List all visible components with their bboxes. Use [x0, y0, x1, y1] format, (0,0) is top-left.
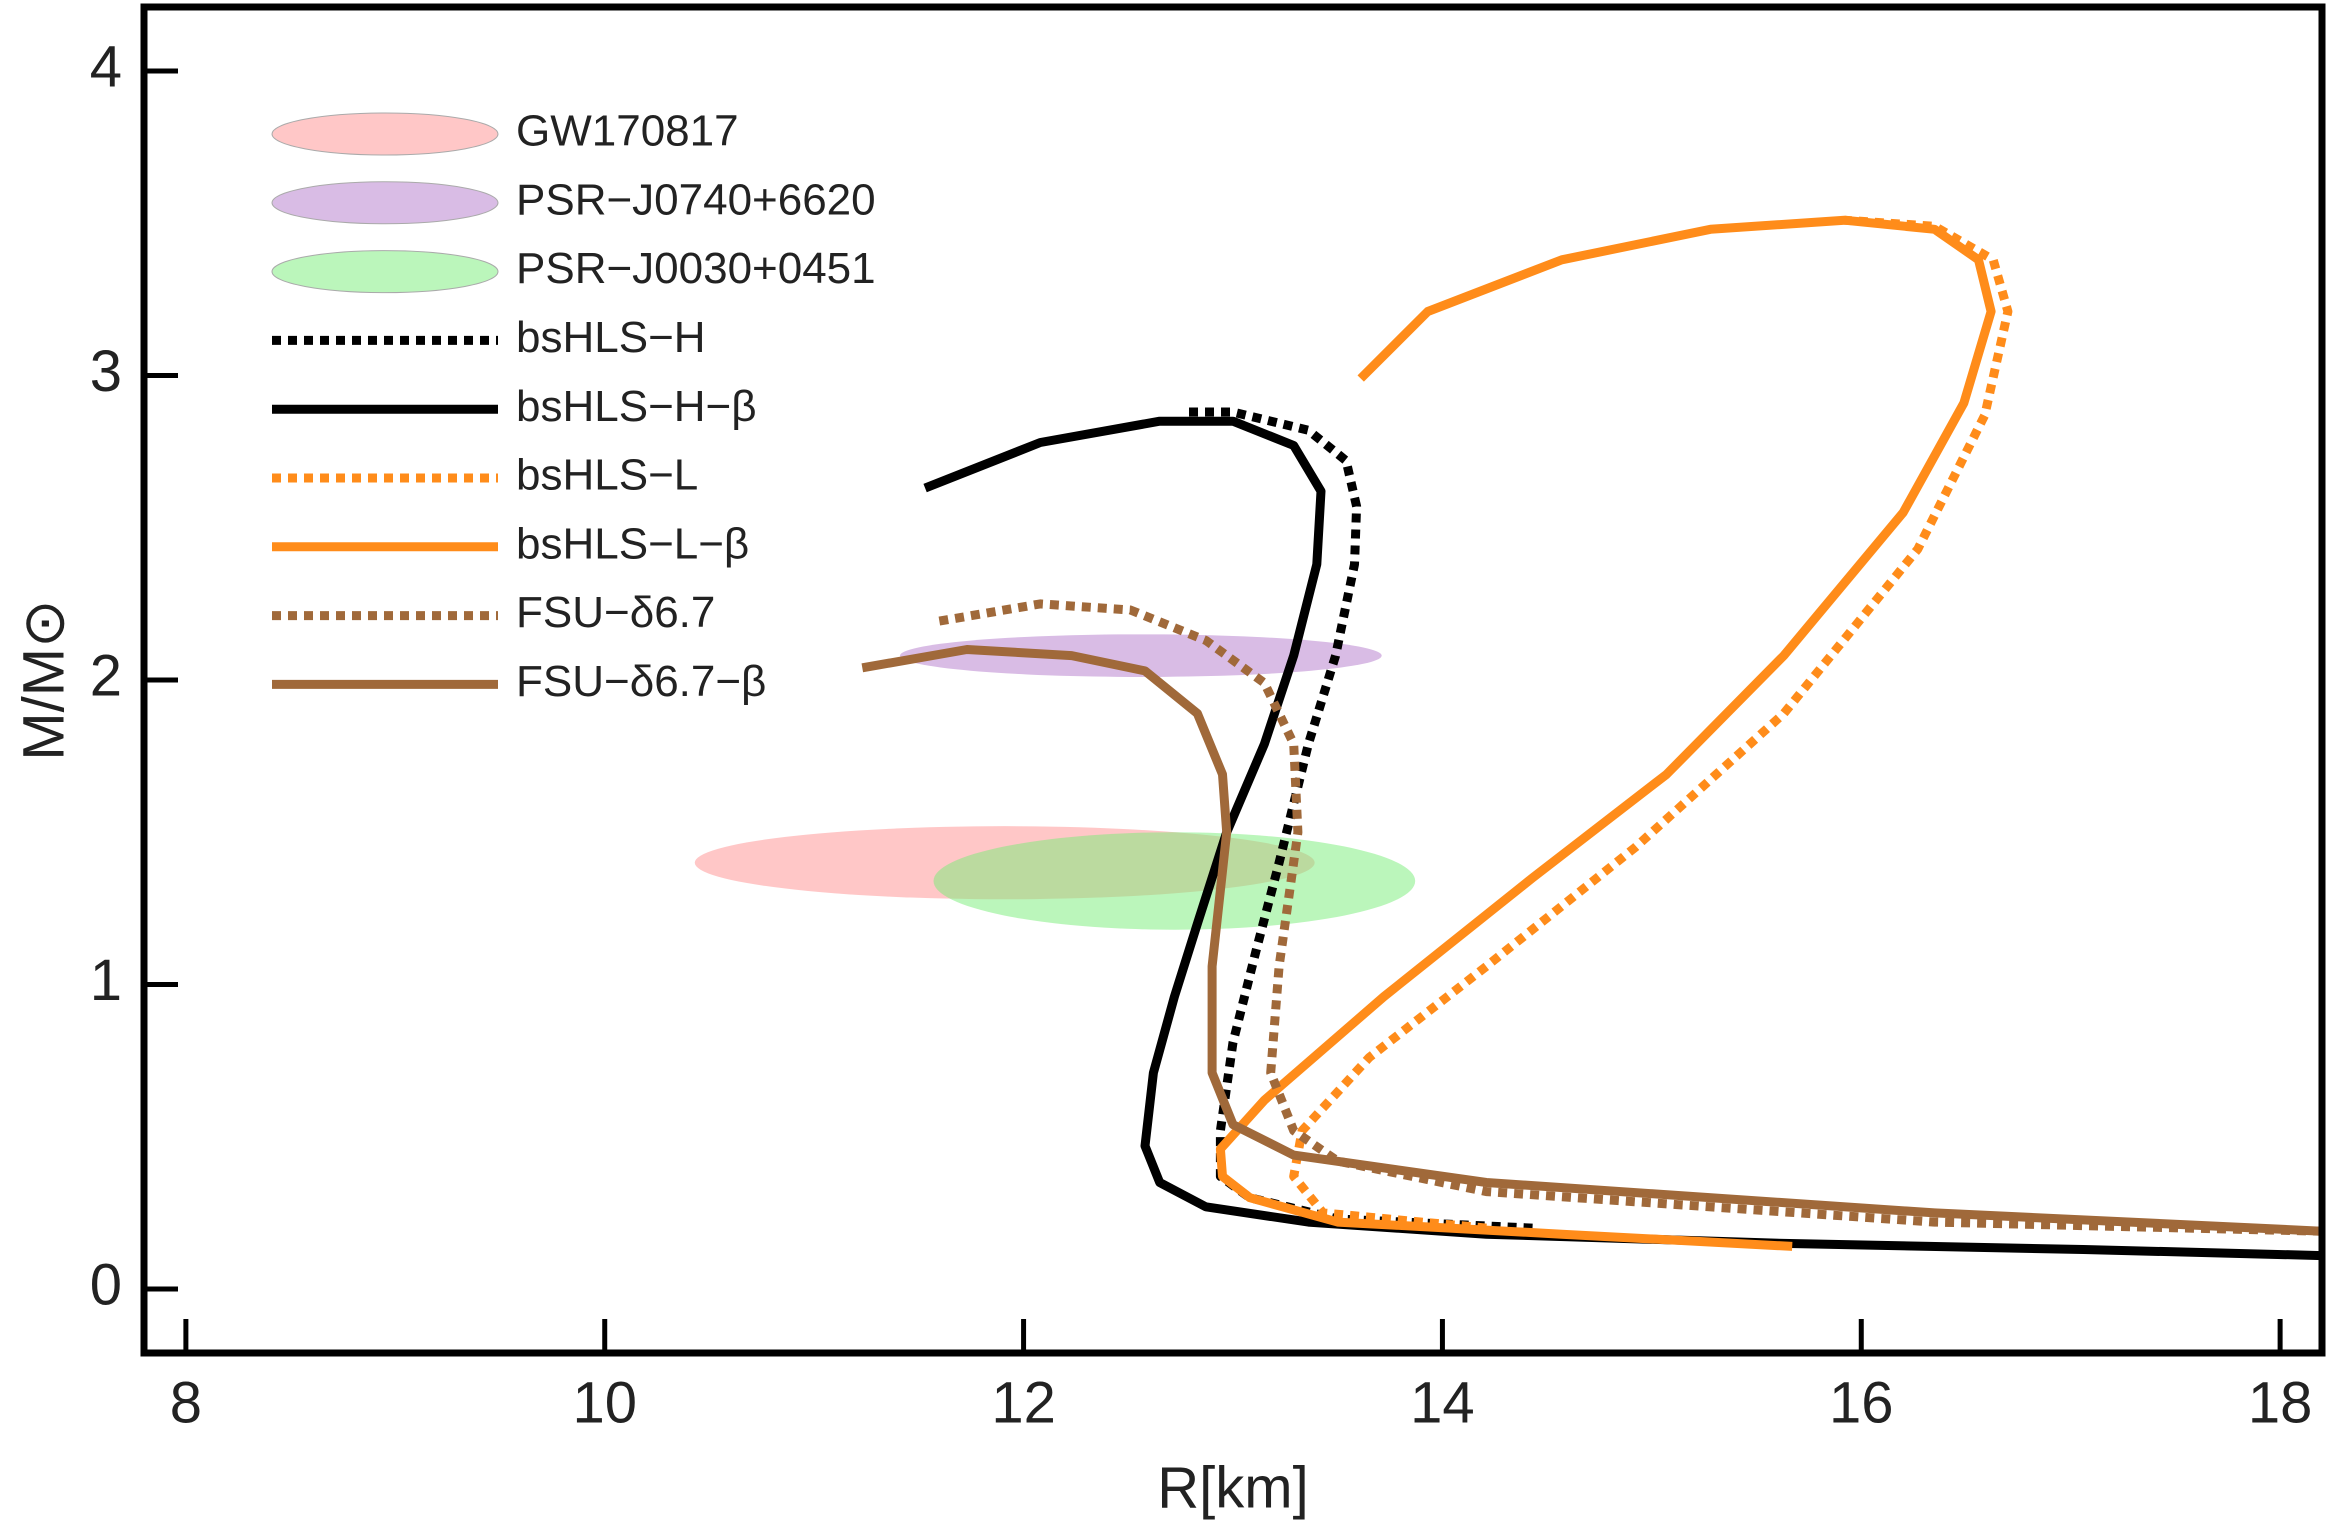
y-tick-label: 0 [90, 1252, 122, 1317]
legend-label: bsHLS−L [516, 451, 698, 500]
x-tick-label: 10 [572, 1370, 637, 1435]
legend-swatch [271, 112, 499, 156]
x-tick-label: 18 [2248, 1370, 2313, 1435]
y-tick-label: 4 [90, 34, 122, 99]
curve [1189, 407, 1533, 1233]
legend-label: bsHLS−H−β [516, 382, 757, 431]
y-tick-label: 2 [90, 643, 122, 708]
y-tick-label: 3 [90, 339, 122, 404]
curves [861, 215, 2322, 1261]
legend-swatch [271, 181, 499, 225]
y-axis-title: M/M⊙ [11, 599, 76, 760]
legend: GW170817 PSR−J0740+6620 PSR−J0030+0451 bsHL… [271, 107, 876, 706]
legend-label: GW170817 [516, 107, 739, 156]
legend-swatch [271, 250, 499, 294]
legend-label: bsHLS−H [516, 313, 706, 362]
x-tick-label: 12 [991, 1370, 1056, 1435]
curve [1215, 215, 1996, 1251]
x-axis-title: R[km] [1157, 1455, 1308, 1520]
legend-label: FSU−δ6.7 [516, 588, 715, 637]
regions [694, 634, 1416, 930]
constraint-region [933, 832, 1416, 930]
x-tick-label: 8 [170, 1370, 202, 1435]
curve [861, 645, 2322, 1236]
legend-label: PSR−J0030+0451 [516, 244, 876, 293]
curve [1289, 215, 2013, 1233]
constraint-region [900, 634, 1382, 677]
legend-label: FSU−δ6.7−β [516, 657, 766, 706]
y-tick-label: 1 [90, 948, 122, 1013]
x-tick-label: 16 [1829, 1370, 1894, 1435]
x-tick-label: 14 [1410, 1370, 1475, 1435]
plot-frame [140, 3, 2326, 1357]
legend-label: bsHLS−L−β [516, 519, 749, 568]
legend-label: PSR−J0740+6620 [516, 175, 876, 224]
